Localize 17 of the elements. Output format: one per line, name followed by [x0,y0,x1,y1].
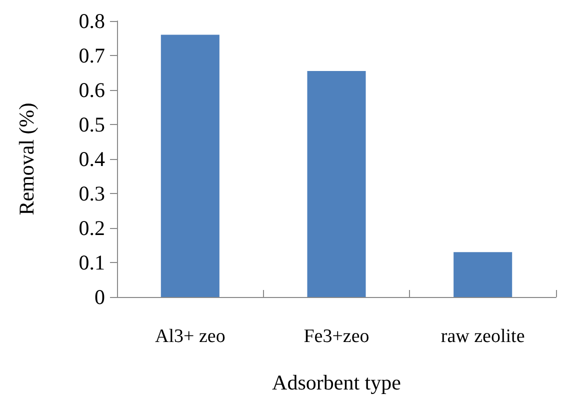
y-tick-label: 0 [94,285,105,309]
bar [454,252,512,297]
bar [160,34,220,297]
y-tick-label: 0.8 [78,9,105,33]
y-tick-label: 0.5 [78,112,105,136]
y-tick-label: 0.7 [78,44,105,68]
x-tick-label: Fe3+zeo [304,326,370,347]
x-axis-title: Adsorbent type [272,370,401,394]
bar [307,71,366,297]
y-tick-label: 0.2 [78,216,105,240]
x-tick-label: raw zeolite [440,326,525,347]
y-tick-label: 0.3 [78,182,105,206]
y-axis-title: Removal (%) [14,102,38,216]
y-tick-label: 0.1 [78,250,105,274]
y-tick-label: 0.6 [78,78,105,102]
y-tick-label: 0.4 [78,147,106,171]
x-tick-label: Al3+ zeo [154,326,226,347]
